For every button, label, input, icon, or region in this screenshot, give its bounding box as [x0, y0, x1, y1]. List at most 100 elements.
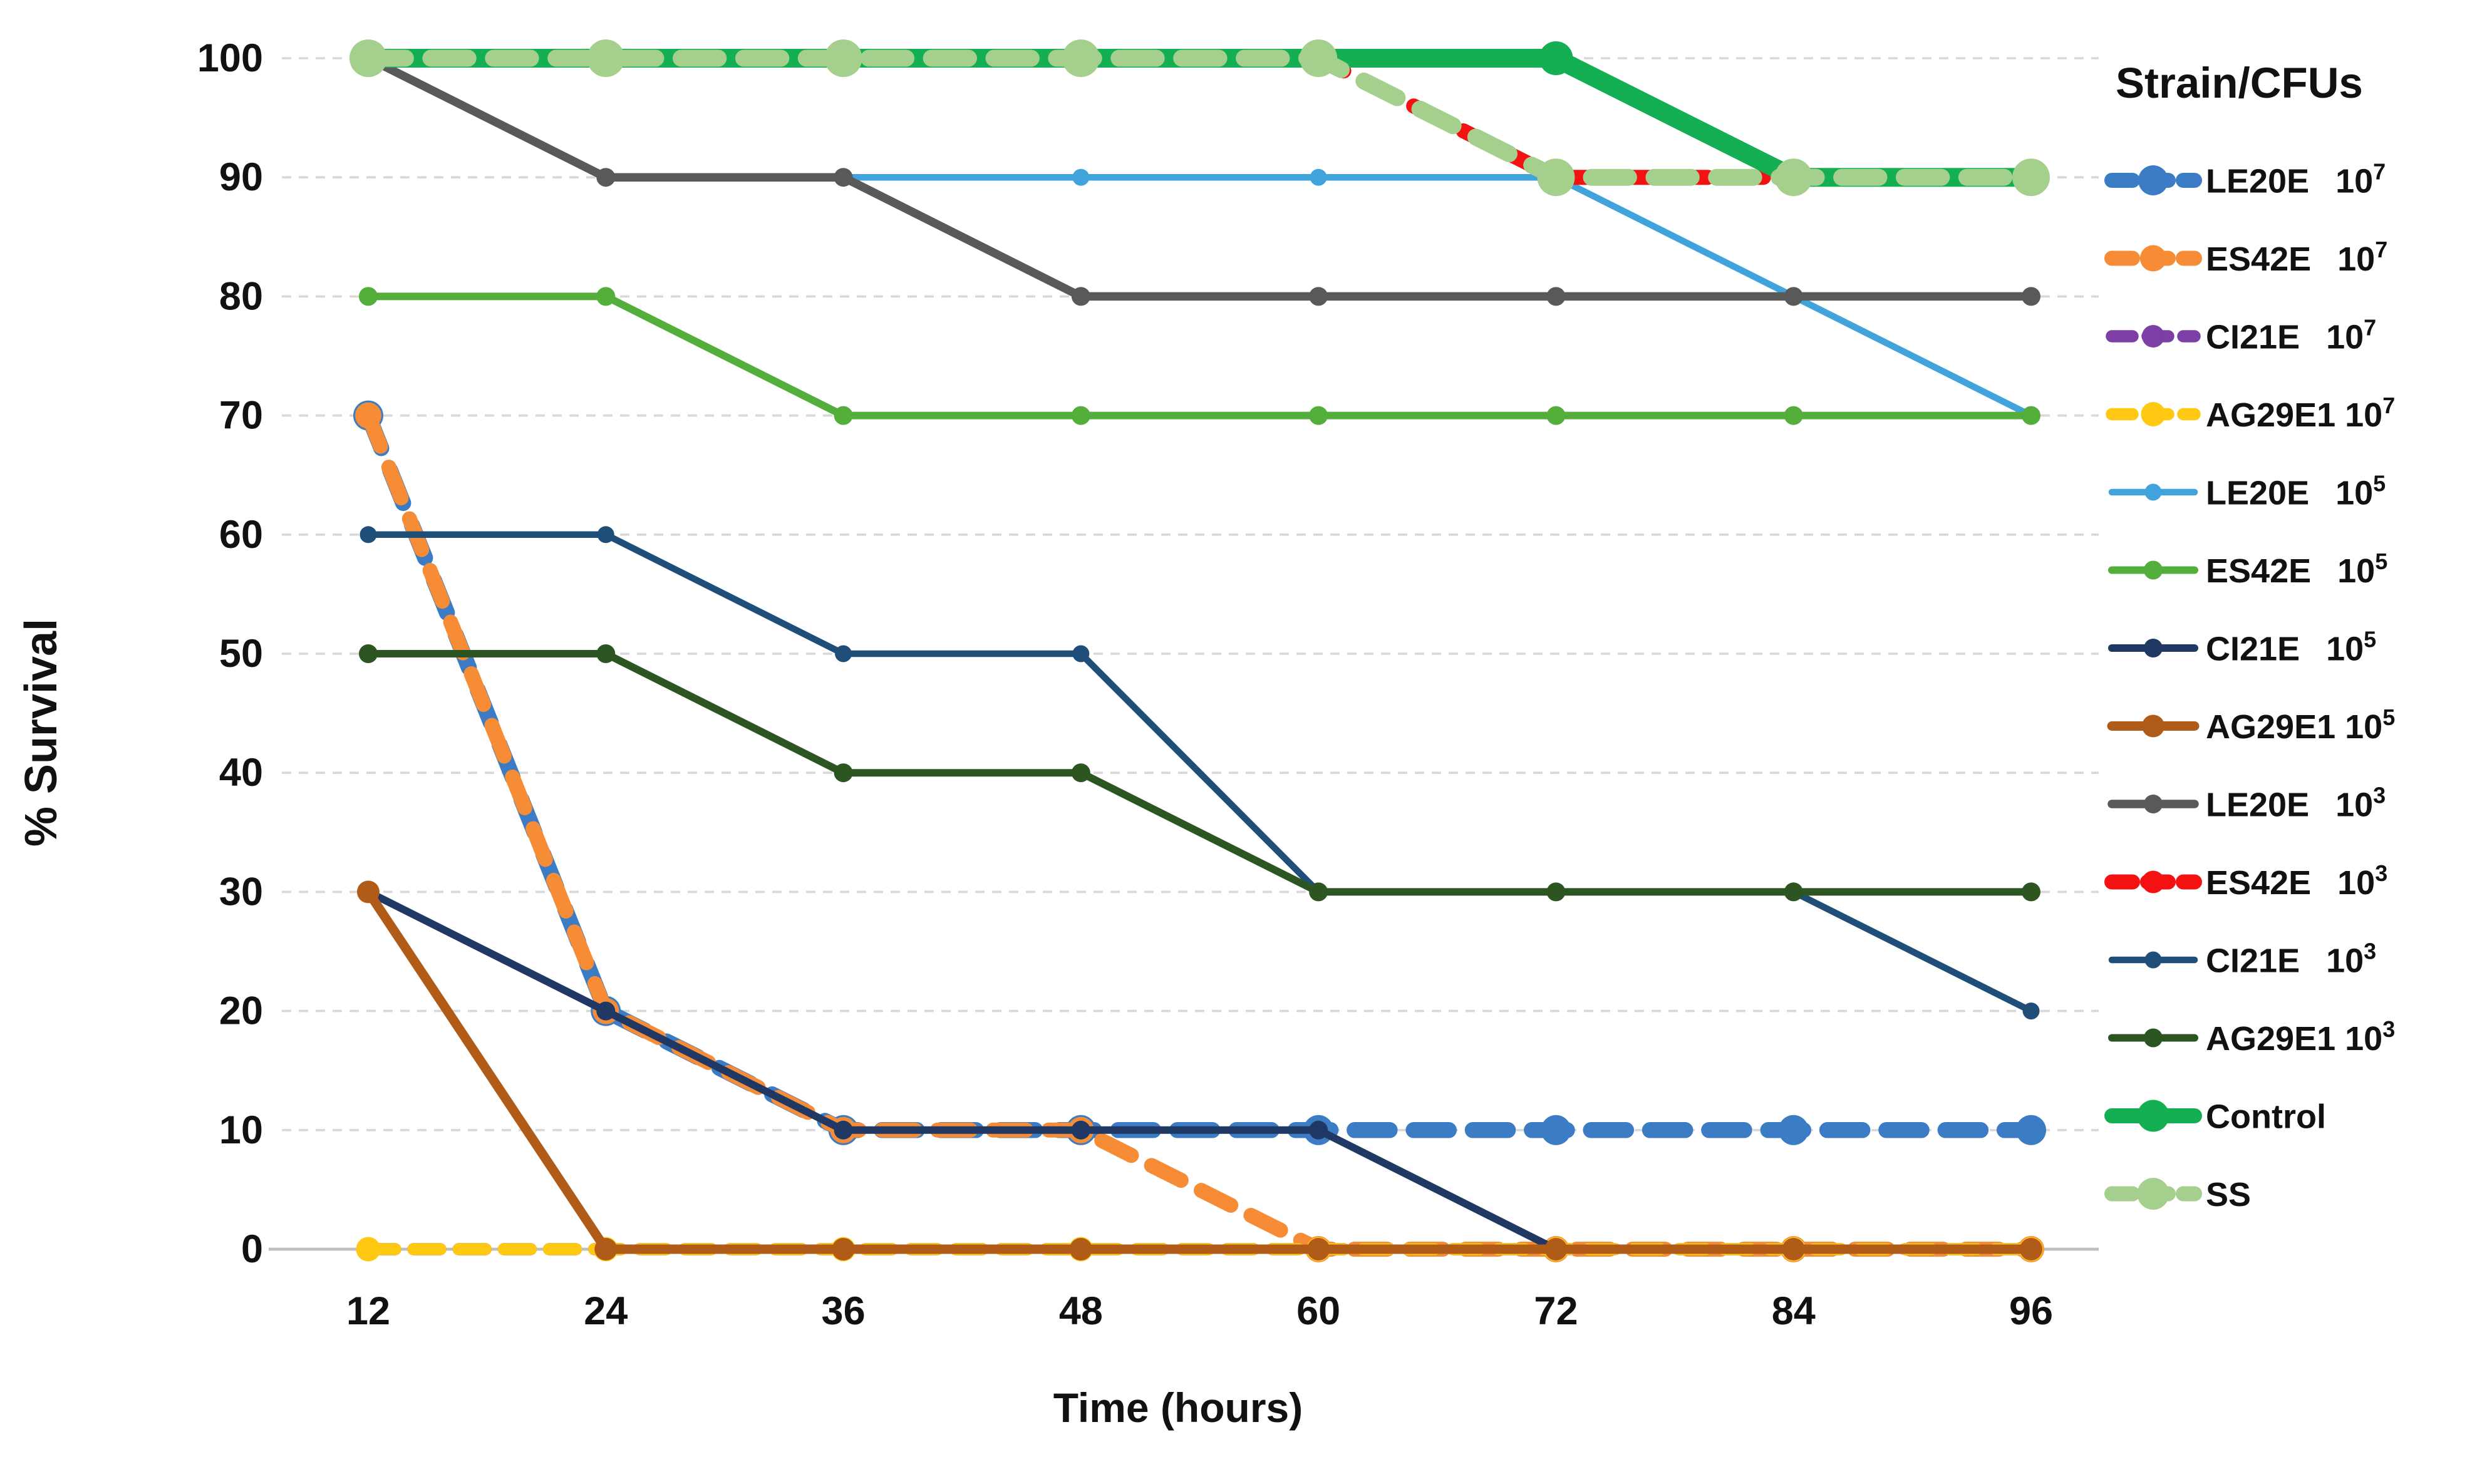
data-point-marker [1310, 168, 1327, 186]
y-tick-label: 20 [219, 989, 263, 1033]
series-line [359, 49, 2041, 187]
legend-swatch-marker [2144, 639, 2163, 657]
data-point-marker [359, 287, 378, 306]
legend-swatch-marker [2144, 951, 2162, 969]
legend-swatch-marker [2141, 402, 2166, 426]
legend-entry-label: Control [2206, 1098, 2326, 1136]
data-point-marker [2012, 158, 2050, 197]
legend-entry: LE20E 105 [2108, 471, 2386, 512]
data-point-marker [596, 644, 616, 663]
legend-entry-label: SS [2206, 1176, 2251, 1213]
legend-swatch-marker [2142, 870, 2164, 894]
legend-entries: LE20E 107 ES42E 107 CI21E 107 AG29E1 107 LE2… [2104, 159, 2395, 1213]
legend-entry: LE20E 103 [2107, 783, 2386, 824]
y-tick-label: 10 [219, 1108, 263, 1152]
legend-swatch-marker [2144, 483, 2162, 501]
legend-entry-label: ES42E 107 [2206, 237, 2387, 278]
y-tick-label: 70 [219, 394, 263, 438]
series-ci21e-1e5 [359, 882, 2041, 1259]
x-axis-label: Time (hours) [1053, 1384, 1303, 1431]
y-tick-label: 80 [219, 274, 263, 318]
series-line [364, 54, 2035, 301]
data-point-marker [1774, 158, 1812, 197]
data-point-marker [1784, 287, 1803, 306]
data-point-marker [1309, 406, 1328, 425]
data-point-marker [597, 526, 614, 544]
data-point-marker [1541, 1115, 1571, 1145]
legend-swatch-marker [2142, 325, 2164, 348]
series-line [363, 887, 2036, 1254]
data-point-marker [1546, 406, 1566, 425]
x-tick-label: 96 [2009, 1289, 2053, 1333]
legend-entry-label: CI21E 103 [2206, 939, 2376, 980]
x-tick-label: 72 [1534, 1289, 1578, 1333]
data-point-marker [1300, 39, 1338, 77]
series-line [365, 531, 2035, 1014]
series-line [365, 650, 2035, 896]
data-point-marker [1309, 1120, 1328, 1140]
legend-entry: AG29E1 105 [2107, 704, 2395, 746]
legend-swatch-marker [2138, 165, 2168, 195]
data-point-marker [2022, 1002, 2040, 1020]
data-point-marker [1544, 1238, 1568, 1260]
legend: Strain/CFUs LE20E 107 ES42E 107 CI21E 107 A… [2104, 59, 2395, 1213]
data-point-marker [1062, 39, 1100, 77]
legend-entry-label: LE20E 103 [2206, 783, 2386, 824]
plot-series [349, 39, 2050, 1262]
legend-swatch-marker [2140, 245, 2166, 272]
legend-swatch-marker [2142, 714, 2164, 738]
data-point-marker [596, 168, 616, 187]
data-point-marker [1072, 168, 1090, 186]
y-tick-label: 90 [219, 155, 263, 199]
data-point-marker [349, 39, 387, 77]
legend-swatch-marker [2137, 1178, 2169, 1210]
series-ag29e1-1e3 [359, 644, 2041, 902]
legend-entry: LE20E 107 [2104, 159, 2386, 200]
data-point-marker [1071, 406, 1090, 425]
x-tick-label: 36 [822, 1289, 866, 1333]
data-point-marker [1307, 1238, 1330, 1260]
data-point-marker [1309, 882, 1328, 902]
x-tick-label: 12 [346, 1289, 390, 1333]
y-tick-label: 60 [219, 513, 263, 557]
legend-entry: ES42E 107 [2104, 237, 2387, 278]
data-point-marker [1539, 41, 1573, 75]
legend-entry: CI21E 105 [2108, 627, 2376, 668]
data-point-marker [2016, 1115, 2047, 1145]
data-point-marker [1782, 1238, 1805, 1260]
legend-entry-label: ES42E 105 [2206, 549, 2387, 590]
series-line [365, 292, 2035, 420]
data-point-marker [1546, 882, 1566, 902]
data-point-marker [832, 1238, 855, 1260]
data-point-marker [596, 1001, 616, 1021]
legend-swatch-marker [2144, 560, 2163, 580]
legend-swatch-marker [2137, 1100, 2169, 1132]
x-axis: 12 24 36 48 60 72 84 96 [346, 1289, 2053, 1333]
legend-entry-label: CI21E 105 [2206, 627, 2376, 668]
legend-entry: ES42E 103 [2104, 860, 2387, 902]
data-point-marker [1309, 287, 1328, 306]
data-point-marker [587, 39, 625, 77]
legend-entry: ES42E 105 [2108, 549, 2387, 590]
data-point-marker [594, 1238, 618, 1260]
data-point-marker [1072, 645, 1090, 662]
data-point-marker [596, 287, 616, 306]
data-point-marker [2022, 406, 2041, 425]
data-point-marker [355, 402, 381, 429]
data-point-marker [1784, 406, 1803, 425]
legend-entry-label: CI21E 107 [2206, 315, 2376, 356]
data-point-marker [2022, 882, 2041, 902]
data-point-marker [2022, 287, 2041, 306]
legend-entry: SS [2104, 1176, 2251, 1213]
data-point-marker [2020, 1238, 2043, 1260]
data-point-marker [359, 526, 377, 544]
series-ss [349, 39, 2050, 197]
legend-entry: CI21E 107 [2106, 315, 2376, 356]
legend-entry-label: ES42E 103 [2206, 860, 2387, 902]
x-tick-label: 60 [1296, 1289, 1340, 1333]
y-axis: 0 10 20 30 40 50 60 70 80 90 100 [197, 36, 263, 1271]
series-le20e-1e5 [359, 49, 2040, 425]
series-es42e-1e5 [359, 287, 2041, 425]
